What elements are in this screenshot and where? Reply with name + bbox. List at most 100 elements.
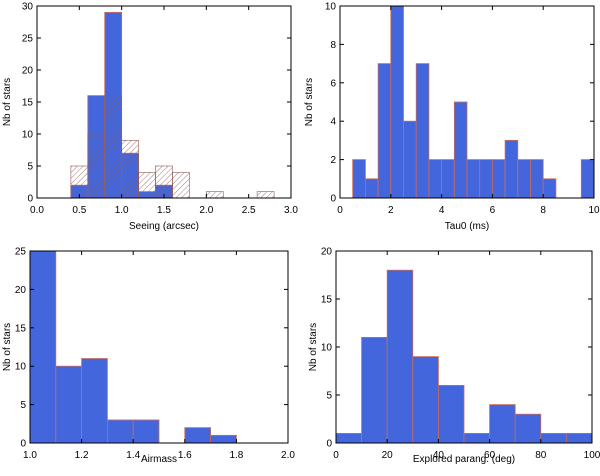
- y-tick-label: 20: [22, 66, 34, 77]
- y-axis-title: Nb of stars: [304, 78, 315, 126]
- histogram-bar: [489, 404, 516, 444]
- x-tick-label: 10: [588, 205, 600, 216]
- seeing-histogram-panel: 0.0 0.5 1.0 1.5 2.0 2.5 3.0 0 5 10 15 20 25 30 Seeing …: [2, 2, 298, 233]
- x-tick-label: 100: [584, 450, 600, 461]
- histogram-bar: [81, 358, 108, 444]
- x-tick-label: 1.8: [229, 450, 243, 461]
- airmass-histogram-panel: 1.0 1.2 1.4 1.6 1.8 2.0 0 5 10 15 20 25 Airmass Nb of…: [2, 247, 295, 466]
- histogram-bar: [504, 139, 519, 199]
- y-tick-label: 25: [22, 34, 34, 45]
- histogram-bar: [364, 178, 379, 199]
- y-tick-label: 10: [321, 343, 333, 354]
- y-tick-label: 15: [15, 323, 27, 334]
- x-tick-label: 0: [337, 205, 343, 216]
- hatched-histogram-bar: [138, 172, 156, 199]
- histogram-bar: [580, 159, 595, 199]
- y-tick-label: 2: [330, 155, 336, 166]
- x-tick-label: 60: [484, 450, 496, 461]
- histogram-bar: [55, 365, 82, 444]
- y-tick-label: 10: [15, 362, 27, 373]
- histogram-bar: [566, 432, 593, 444]
- x-tick-label: 1.0: [23, 450, 37, 461]
- histogram-bar: [132, 419, 160, 444]
- hatched-histogram-bar: [155, 165, 173, 199]
- y-tick-label: 4: [330, 117, 336, 128]
- histogram-bar: [453, 101, 468, 199]
- histogram-bar: [542, 178, 557, 199]
- x-axis-title: Seeing (arcsec): [129, 221, 199, 232]
- x-tick-label: 0.5: [72, 205, 86, 216]
- x-tick-label: 3.0: [284, 205, 298, 216]
- hatched-histogram-bar: [70, 165, 89, 199]
- histogram-bar: [479, 159, 493, 199]
- parang-histogram-panel: 0 20 40 60 80 100 0 5 10 15 20 Explored parang. (de…: [308, 247, 600, 466]
- histogram-bar: [514, 413, 542, 444]
- histogram-bar: [403, 120, 417, 199]
- x-tick-label: 6: [490, 205, 496, 216]
- x-tick-label: 1.2: [75, 450, 89, 461]
- y-tick-label: 0: [330, 194, 336, 205]
- histogram-bar: [361, 336, 388, 444]
- hatched-histogram-bar: [121, 140, 139, 199]
- plot-frame: [339, 5, 595, 199]
- y-tick-label: 0: [27, 194, 33, 205]
- y-tick-label: 15: [321, 295, 333, 306]
- histogram-bar: [415, 63, 430, 199]
- x-tick-label: 20: [382, 450, 394, 461]
- histogram-bar: [390, 5, 404, 199]
- x-tick-label: 1.4: [126, 450, 140, 461]
- y-tick-label: 10: [325, 2, 337, 13]
- y-tick-label: 20: [321, 247, 333, 258]
- histogram-bar: [352, 159, 366, 199]
- plot-frame: [29, 250, 289, 444]
- y-tick-label: 8: [330, 40, 336, 51]
- histogram-bar: [377, 63, 392, 199]
- y-tick-label: 25: [15, 247, 27, 258]
- y-tick-label: 20: [15, 285, 27, 296]
- x-tick-label: 40: [433, 450, 445, 461]
- histogram-bar: [184, 427, 212, 444]
- x-tick-label: 0: [333, 450, 339, 461]
- y-tick-label: 0: [326, 439, 332, 450]
- histogram-bar: [412, 356, 439, 444]
- y-tick-label: 15: [22, 98, 34, 109]
- histogram-bar: [463, 432, 491, 444]
- hatched-histogram-bar: [172, 172, 190, 199]
- histogram-bar: [491, 159, 506, 199]
- y-axis-title: Nb of stars: [308, 323, 319, 371]
- histogram-bar: [107, 419, 134, 444]
- x-axis-title: Explored parang. (deg): [413, 454, 515, 465]
- x-tick-label: 2.0: [199, 205, 213, 216]
- y-tick-label: 5: [20, 400, 26, 411]
- histogram-bar: [437, 384, 465, 444]
- x-tick-label: 2.5: [242, 205, 256, 216]
- histogram-bar: [335, 432, 363, 444]
- x-tick-label: 1.5: [157, 205, 171, 216]
- y-axis-title: Nb of stars: [2, 78, 13, 126]
- hatched-histogram-bar: [87, 133, 106, 199]
- histogram-bar: [210, 434, 237, 444]
- x-tick-label: 1.0: [115, 205, 129, 216]
- x-tick-label: 1.6: [178, 450, 192, 461]
- y-tick-label: 10: [22, 130, 34, 141]
- histogram-bar: [517, 159, 531, 199]
- tau0-histogram-panel: 0 2 4 6 8 10 0 2 4 6 8 10 Tau0 (ms) Nb of stars: [304, 2, 600, 233]
- y-axis-title: Nb of stars: [2, 323, 13, 371]
- histogram-bar: [29, 250, 57, 444]
- y-tick-label: 30: [22, 2, 34, 13]
- y-tick-label: 5: [27, 162, 33, 173]
- x-tick-label: 8: [540, 205, 546, 216]
- hatched-histogram-bar: [256, 191, 275, 199]
- hatched-histogram-bar: [206, 191, 224, 199]
- histogram-bar: [441, 159, 455, 199]
- x-axis-title: Tau0 (ms): [445, 221, 489, 232]
- y-tick-label: 5: [326, 391, 332, 402]
- histogram-bar: [386, 269, 414, 444]
- y-tick-label: 0: [20, 439, 26, 450]
- x-tick-label: 4: [439, 205, 445, 216]
- x-tick-label: 2.0: [281, 450, 295, 461]
- x-tick-label: 0.0: [30, 205, 44, 216]
- histogram-bar: [530, 159, 544, 199]
- hatched-histogram-bar: [104, 95, 122, 199]
